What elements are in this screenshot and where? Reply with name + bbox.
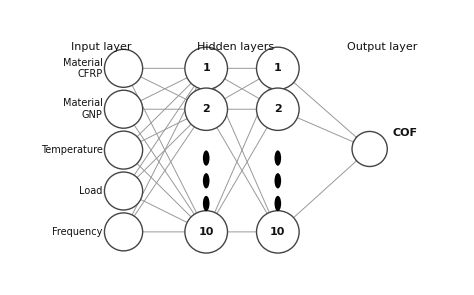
Text: COF: COF: [393, 128, 418, 138]
Ellipse shape: [203, 150, 210, 166]
Ellipse shape: [104, 213, 143, 251]
Text: 10: 10: [270, 227, 285, 237]
Text: 1: 1: [202, 63, 210, 73]
Ellipse shape: [104, 49, 143, 87]
Ellipse shape: [185, 47, 228, 89]
Ellipse shape: [274, 150, 281, 166]
Ellipse shape: [352, 132, 387, 166]
Text: 10: 10: [199, 227, 214, 237]
Ellipse shape: [256, 47, 299, 89]
Ellipse shape: [203, 196, 210, 211]
Ellipse shape: [185, 88, 228, 130]
Ellipse shape: [274, 196, 281, 211]
Text: Load: Load: [79, 186, 102, 196]
Text: Material
GNP: Material GNP: [63, 99, 102, 120]
Text: 2: 2: [274, 104, 282, 114]
Ellipse shape: [104, 172, 143, 210]
Ellipse shape: [274, 173, 281, 189]
Ellipse shape: [104, 131, 143, 169]
Text: Input layer: Input layer: [71, 42, 132, 52]
Ellipse shape: [185, 211, 228, 253]
Text: 1: 1: [274, 63, 282, 73]
Text: Temperature: Temperature: [41, 145, 102, 155]
Text: Output layer: Output layer: [347, 42, 418, 52]
Text: Hidden layers: Hidden layers: [197, 42, 274, 52]
Text: 2: 2: [202, 104, 210, 114]
Text: Frequency: Frequency: [52, 227, 102, 237]
Ellipse shape: [256, 88, 299, 130]
Ellipse shape: [256, 211, 299, 253]
Ellipse shape: [203, 173, 210, 189]
Ellipse shape: [104, 90, 143, 128]
Text: Material
CFRP: Material CFRP: [63, 58, 102, 79]
